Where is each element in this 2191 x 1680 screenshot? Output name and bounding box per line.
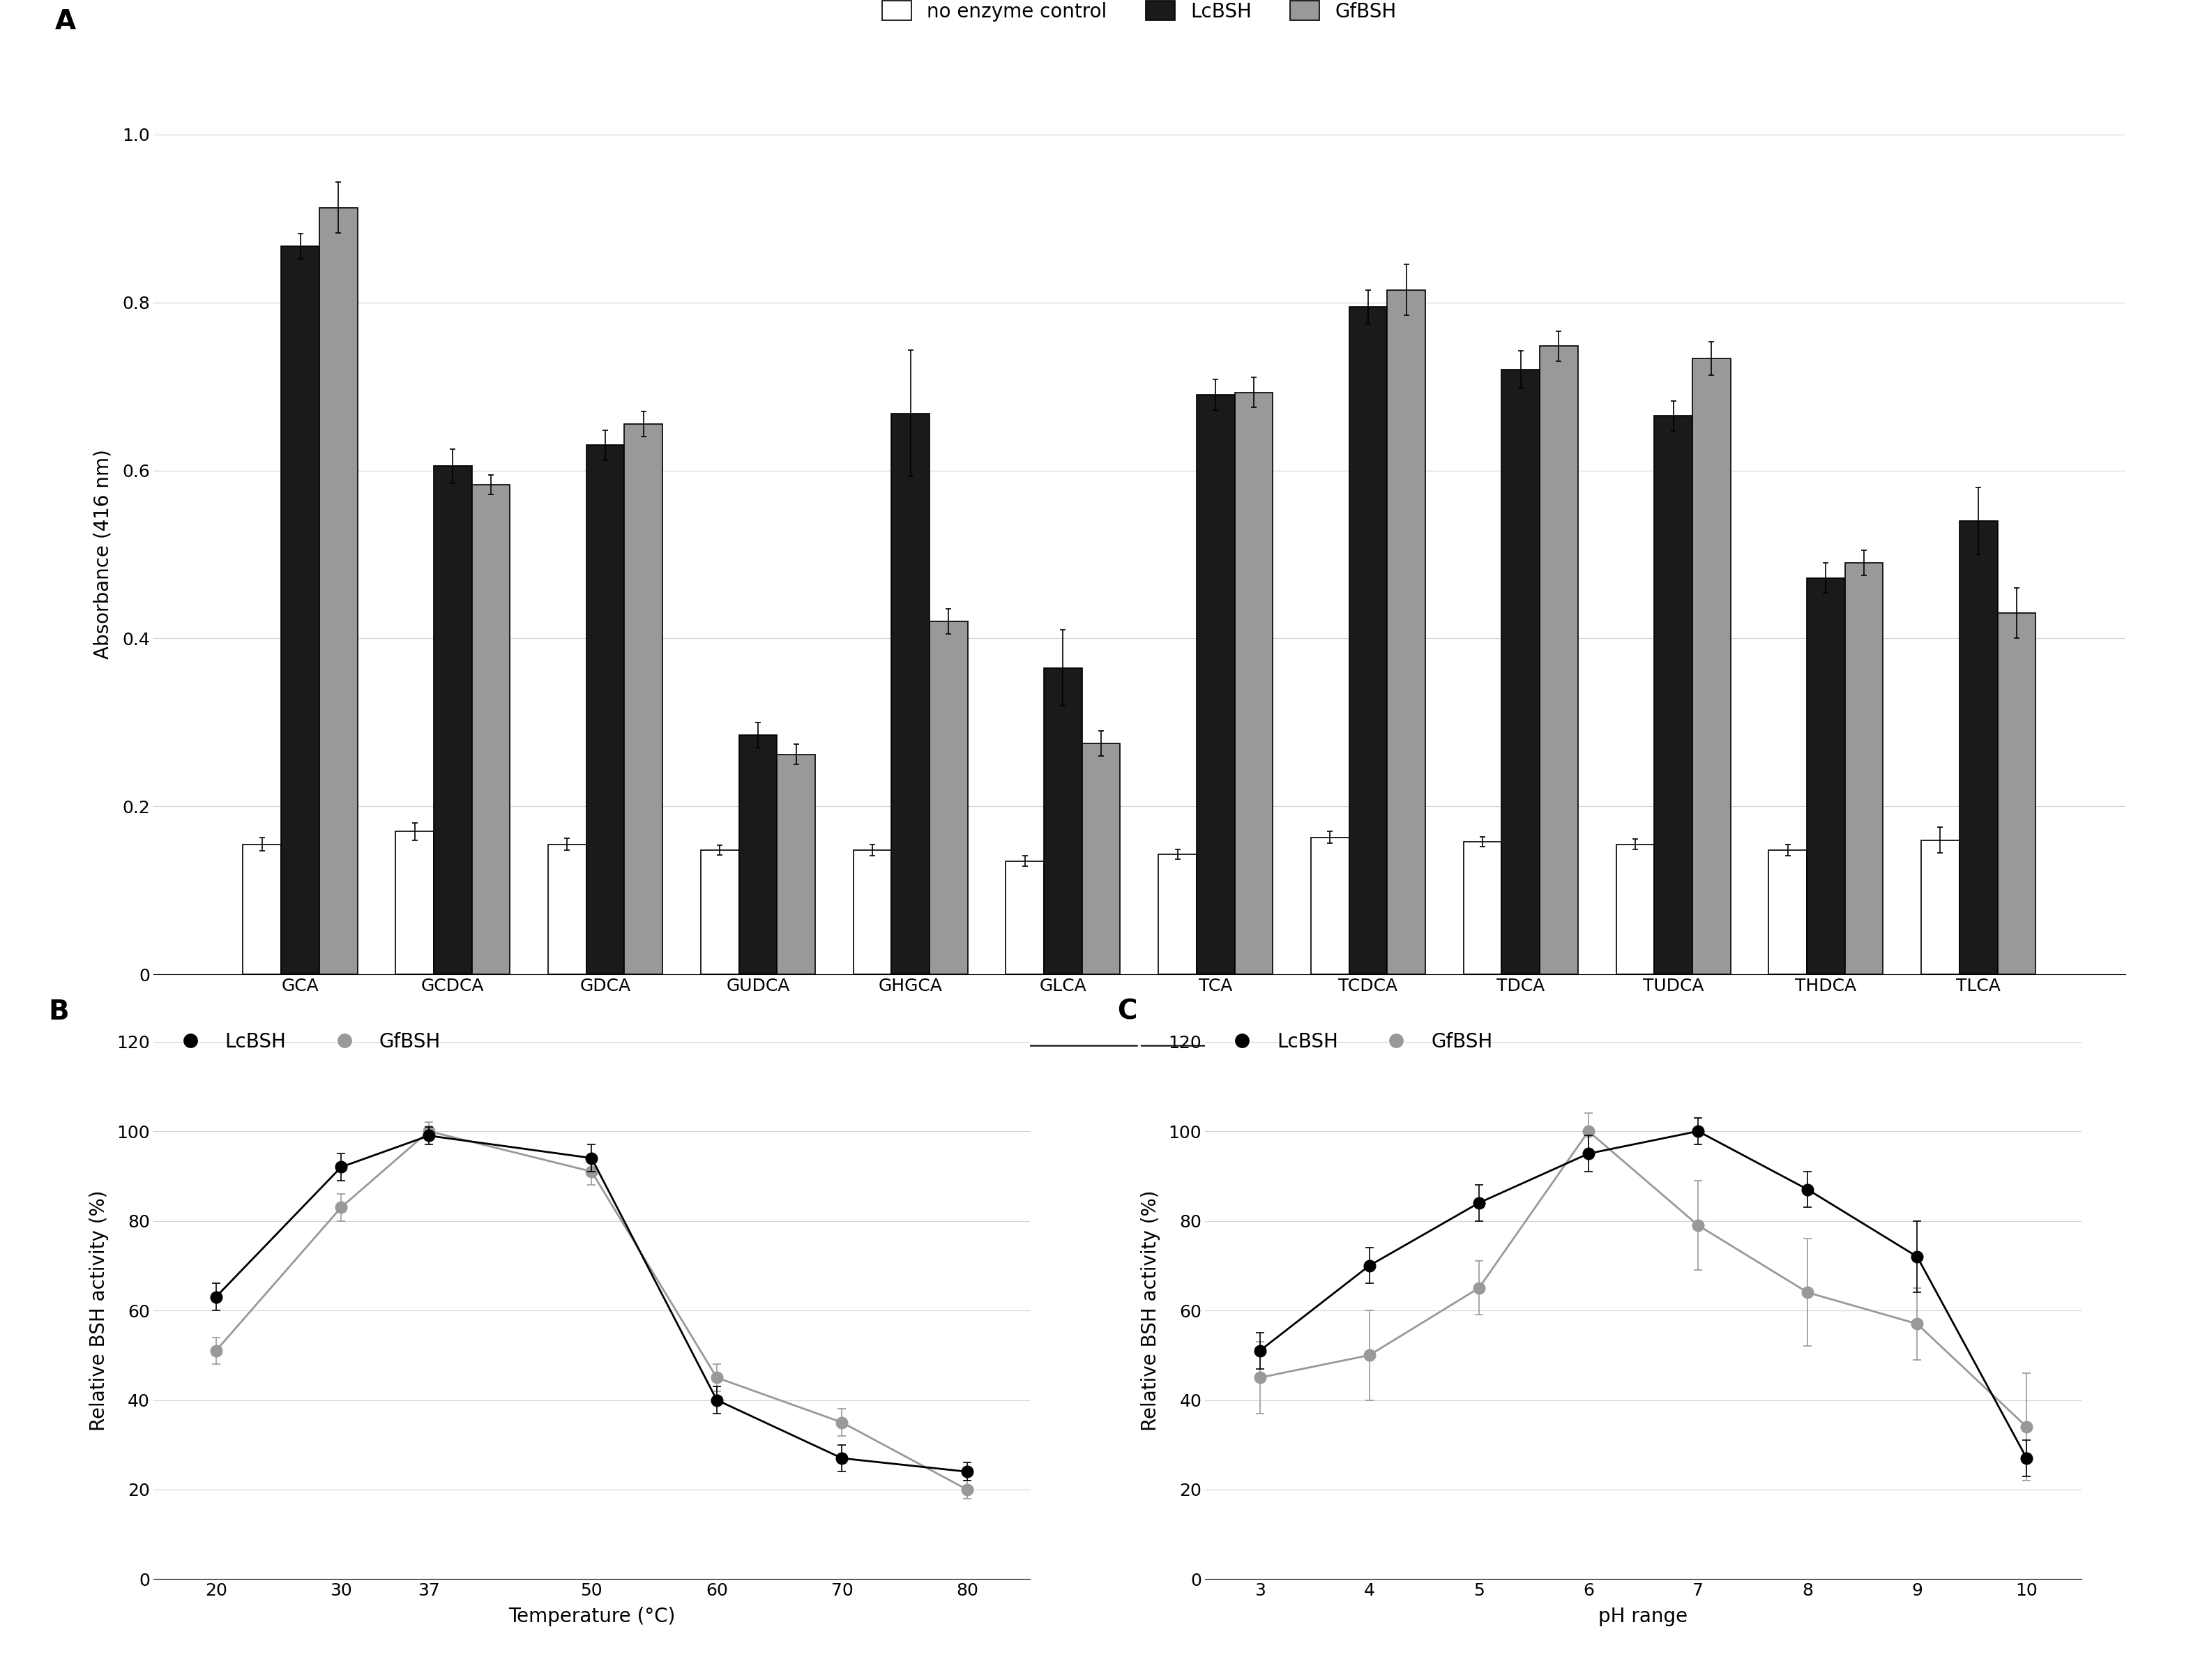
Bar <box>1691 360 1731 974</box>
Bar <box>1922 840 1959 974</box>
Text: Taurine-conjugated: Taurine-conjugated <box>1505 1084 1689 1104</box>
Bar <box>397 832 434 974</box>
Bar <box>1196 395 1236 974</box>
Bar <box>1540 346 1578 974</box>
Bar <box>1501 370 1540 974</box>
Text: Glycine-conjugated: Glycine-conjugated <box>587 1084 776 1104</box>
Bar <box>1808 578 1845 974</box>
Bar <box>320 208 357 974</box>
Bar <box>929 622 968 974</box>
Bar <box>624 425 662 974</box>
Bar <box>892 413 929 974</box>
Bar <box>587 445 624 974</box>
Text: C: C <box>1117 998 1137 1025</box>
Bar <box>280 247 320 974</box>
Bar <box>1159 853 1196 974</box>
Y-axis label: Relative BSH activity (%): Relative BSH activity (%) <box>1142 1189 1161 1431</box>
Y-axis label: Relative BSH activity (%): Relative BSH activity (%) <box>90 1189 110 1431</box>
Text: B: B <box>48 998 68 1025</box>
Bar <box>1617 843 1654 974</box>
Bar <box>1082 743 1120 974</box>
Bar <box>243 843 280 974</box>
X-axis label: Temperature (°C): Temperature (°C) <box>508 1608 675 1626</box>
Bar <box>1387 291 1426 974</box>
Bar <box>1959 521 1998 974</box>
Legend: LcBSH, GfBSH: LcBSH, GfBSH <box>1214 1025 1501 1060</box>
Bar <box>1310 838 1350 974</box>
Legend: no enzyme control, LcBSH, GfBSH: no enzyme control, LcBSH, GfBSH <box>874 0 1404 29</box>
Bar <box>1006 860 1043 974</box>
Y-axis label: Absorbance (416 nm): Absorbance (416 nm) <box>92 450 112 659</box>
Bar <box>1236 393 1273 974</box>
Bar <box>778 754 815 974</box>
X-axis label: pH range: pH range <box>1599 1608 1687 1626</box>
Bar <box>852 850 892 974</box>
Bar <box>434 467 471 974</box>
Bar <box>548 843 587 974</box>
Bar <box>1043 669 1082 974</box>
Bar <box>701 850 738 974</box>
Bar <box>1350 307 1387 974</box>
Bar <box>1464 842 1501 974</box>
Text: A: A <box>55 8 77 35</box>
Bar <box>1845 563 1882 974</box>
Bar <box>471 486 511 974</box>
Bar <box>1998 613 2035 974</box>
Bar <box>1654 417 1691 974</box>
Legend: LcBSH, GfBSH: LcBSH, GfBSH <box>162 1025 449 1060</box>
Bar <box>738 736 778 974</box>
Bar <box>1768 850 1808 974</box>
